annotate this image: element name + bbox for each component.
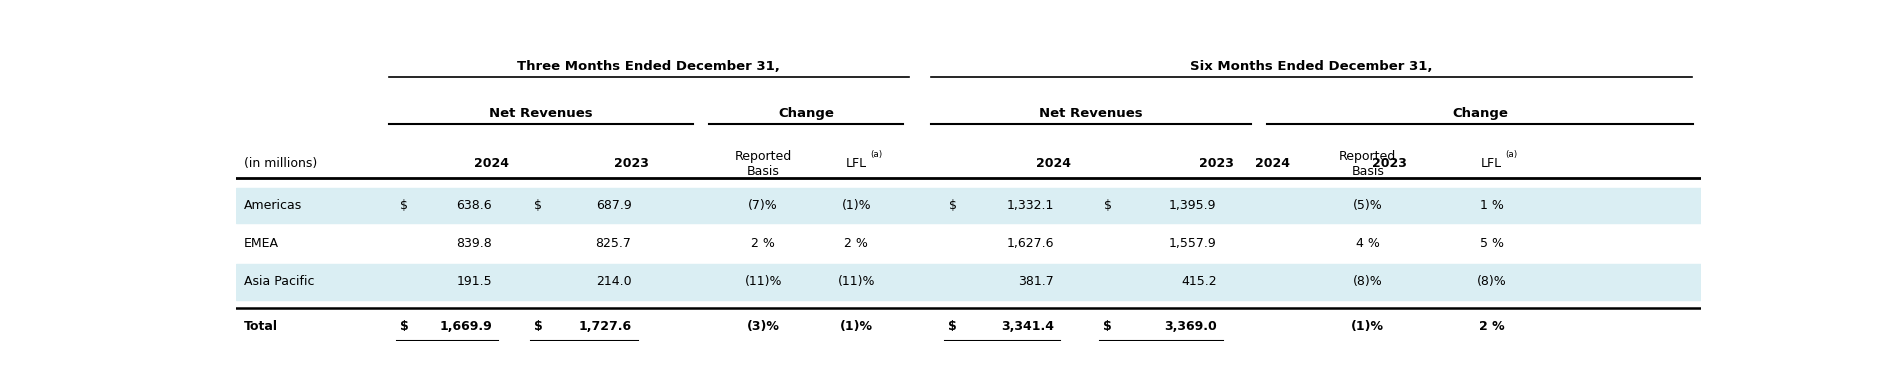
Text: 2 %: 2 % xyxy=(1479,320,1504,332)
Text: Change: Change xyxy=(778,107,833,120)
Text: LFL: LFL xyxy=(844,157,867,170)
Text: (a): (a) xyxy=(1506,150,1517,159)
Text: 2023: 2023 xyxy=(614,157,648,170)
Text: $: $ xyxy=(1103,320,1111,332)
Text: 3,369.0: 3,369.0 xyxy=(1164,320,1217,332)
Text: Total: Total xyxy=(244,320,278,332)
Text: Net Revenues: Net Revenues xyxy=(1039,107,1141,120)
Text: Six Months Ended December 31,: Six Months Ended December 31, xyxy=(1190,60,1432,73)
Text: (1)%: (1)% xyxy=(841,199,871,212)
Text: 1,395.9: 1,395.9 xyxy=(1169,199,1217,212)
Bar xyxy=(236,264,1700,300)
Text: 2023: 2023 xyxy=(1198,157,1234,170)
Text: 687.9: 687.9 xyxy=(595,199,631,212)
Text: 191.5: 191.5 xyxy=(455,275,491,288)
Text: 5 %: 5 % xyxy=(1479,237,1504,250)
Text: 4 %: 4 % xyxy=(1354,237,1379,250)
Text: $: $ xyxy=(400,199,408,212)
Text: 415.2: 415.2 xyxy=(1181,275,1217,288)
Text: (8)%: (8)% xyxy=(1475,275,1506,288)
Text: Reported
Basis: Reported Basis xyxy=(1339,150,1396,178)
Text: 638.6: 638.6 xyxy=(455,199,491,212)
Text: 2023: 2023 xyxy=(1371,157,1405,170)
Text: 1,727.6: 1,727.6 xyxy=(578,320,631,332)
Text: 2024: 2024 xyxy=(474,157,510,170)
Text: 214.0: 214.0 xyxy=(595,275,631,288)
Text: Americas: Americas xyxy=(244,199,302,212)
Text: 2024: 2024 xyxy=(1035,157,1071,170)
Text: (1)%: (1)% xyxy=(839,320,873,332)
Text: (3)%: (3)% xyxy=(746,320,780,332)
Text: (8)%: (8)% xyxy=(1353,275,1383,288)
Text: 2024: 2024 xyxy=(1254,157,1290,170)
Text: (1)%: (1)% xyxy=(1351,320,1383,332)
Text: 825.7: 825.7 xyxy=(595,237,631,250)
Text: Three Months Ended December 31,: Three Months Ended December 31, xyxy=(518,60,780,73)
Text: Change: Change xyxy=(1451,107,1507,120)
Text: 2 %: 2 % xyxy=(844,237,867,250)
Text: (7)%: (7)% xyxy=(748,199,778,212)
Text: 1,627.6: 1,627.6 xyxy=(1005,237,1054,250)
Text: $: $ xyxy=(1103,199,1111,212)
Text: Asia Pacific: Asia Pacific xyxy=(244,275,314,288)
Text: LFL: LFL xyxy=(1481,157,1502,170)
Text: (in millions): (in millions) xyxy=(244,157,317,170)
Text: $: $ xyxy=(533,320,542,332)
Text: $: $ xyxy=(948,320,956,332)
Text: 2 %: 2 % xyxy=(752,237,774,250)
Text: (11)%: (11)% xyxy=(837,275,875,288)
Text: 1,557.9: 1,557.9 xyxy=(1167,237,1217,250)
Text: Net Revenues: Net Revenues xyxy=(489,107,591,120)
Text: 839.8: 839.8 xyxy=(455,237,491,250)
Text: (11)%: (11)% xyxy=(744,275,782,288)
Text: $: $ xyxy=(399,320,408,332)
Text: 1 %: 1 % xyxy=(1479,199,1504,212)
Text: EMEA: EMEA xyxy=(244,237,280,250)
Text: $: $ xyxy=(535,199,542,212)
Text: 381.7: 381.7 xyxy=(1018,275,1054,288)
Text: 1,332.1: 1,332.1 xyxy=(1007,199,1054,212)
Text: Reported
Basis: Reported Basis xyxy=(735,150,791,178)
Text: 1,669.9: 1,669.9 xyxy=(438,320,491,332)
Text: $: $ xyxy=(948,199,956,212)
Bar xyxy=(236,188,1700,223)
Text: (a): (a) xyxy=(869,150,882,159)
Text: 3,341.4: 3,341.4 xyxy=(1001,320,1054,332)
Text: (5)%: (5)% xyxy=(1353,199,1383,212)
